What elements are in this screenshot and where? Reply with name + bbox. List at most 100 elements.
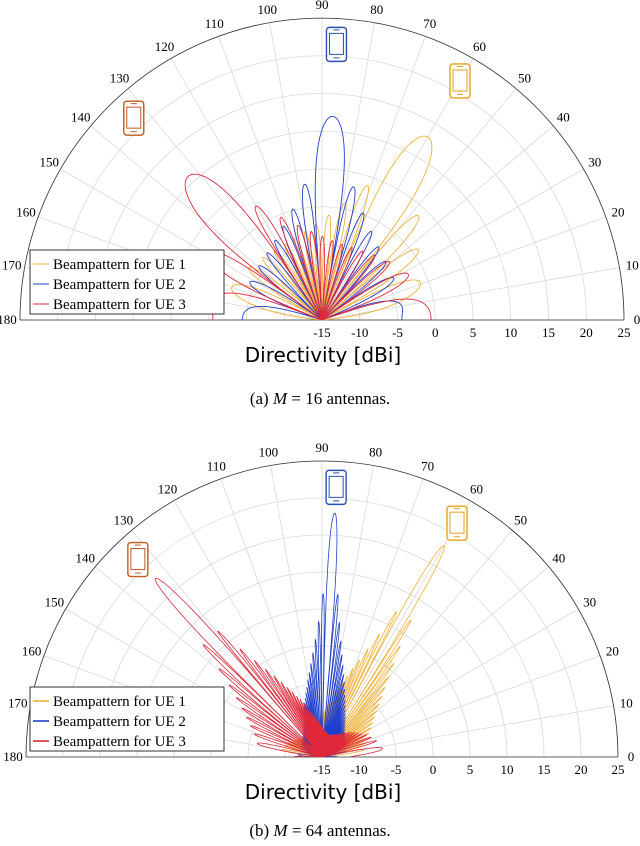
angle-tick-label: 110: [207, 459, 226, 474]
phone-body-icon: [446, 505, 468, 541]
radial-tick-label: 10: [501, 762, 514, 777]
radial-tick-label: -15: [313, 325, 330, 340]
phone-body-icon: [325, 26, 348, 63]
grid-spoke: [321, 216, 606, 321]
radial-tick-label: 10: [504, 325, 517, 340]
phone-icon: [449, 63, 471, 99]
angle-tick-label: 130: [114, 512, 134, 527]
phone-body-icon: [127, 541, 149, 578]
legend-entry: Beampattern for UE 1: [53, 257, 186, 273]
beampattern-ue-3: [154, 577, 384, 758]
angle-tick-label: 80: [369, 445, 382, 460]
radial-tick-label: 25: [618, 325, 631, 340]
angle-tick-label: 100: [258, 2, 278, 17]
grid-spoke: [321, 566, 550, 758]
angle-tick-label: 120: [158, 481, 178, 496]
angle-tick-label: 20: [612, 204, 625, 219]
angle-tick-label: 120: [155, 39, 175, 54]
phone-screen-icon: [126, 106, 142, 129]
radial-axis-label: Directivity [dBi]: [245, 343, 401, 367]
grid-spoke: [321, 500, 471, 758]
angle-tick-label: 110: [205, 16, 224, 31]
phone-icon: [446, 505, 468, 541]
grid-spoke: [321, 125, 554, 321]
angle-tick-label: 160: [16, 204, 36, 219]
phone-screen-icon: [449, 511, 465, 534]
angle-tick-label: 60: [470, 481, 483, 496]
angle-tick-label: 50: [514, 512, 527, 527]
legend: Beampattern for UE 1 Beampattern for UE 2…: [29, 686, 225, 752]
radial-tick-label: 25: [612, 762, 625, 777]
angle-tick-label: 100: [259, 445, 279, 460]
angle-tick-label: 70: [423, 16, 436, 31]
angle-tick-label: 80: [370, 2, 383, 17]
radial-tick-label: 20: [575, 762, 588, 777]
grid-spoke: [321, 267, 620, 321]
grid-spoke: [60, 168, 323, 321]
angle-tick-label: 40: [552, 550, 565, 565]
legend-entry: Beampattern for UE 3: [53, 297, 186, 313]
angle-tick-label: 160: [22, 643, 42, 658]
grid-spoke: [321, 655, 601, 758]
grid-spoke: [321, 88, 517, 321]
legend: Beampattern for UE 1 Beampattern for UE 2…: [29, 249, 225, 315]
angle-tick-label: 0: [628, 749, 635, 764]
phone-body-icon: [325, 469, 347, 506]
outer-arc: [25, 460, 619, 758]
beampattern-ue-1: [231, 135, 433, 321]
phone-icon: [123, 100, 145, 136]
angle-tick-label: 130: [110, 71, 130, 86]
grid-spoke: [321, 529, 513, 758]
radial-tick-label: -5: [391, 762, 402, 777]
outer-arc: [19, 17, 625, 321]
phone-screen-icon: [328, 475, 344, 498]
legend-entry: Beampattern for UE 2: [53, 714, 186, 730]
angle-tick-label: 140: [76, 550, 96, 565]
angle-tick-label: 30: [583, 595, 596, 610]
phone-icon: [127, 541, 149, 578]
beampattern-ue-2: [241, 115, 404, 321]
beampattern-curves: [154, 512, 445, 758]
angle-tick-label: 20: [606, 643, 619, 658]
phone-screen-icon: [452, 69, 468, 92]
grid-spoke: [321, 58, 474, 321]
angle-tick-label: 50: [518, 71, 531, 86]
radial-tick-label: -5: [392, 325, 403, 340]
phone-screen-icon: [328, 32, 344, 55]
angle-tick-label: 10: [626, 257, 639, 272]
radial-axis-label: Directivity [dBi]: [245, 780, 401, 804]
phone-body-icon: [449, 63, 471, 99]
phone-icon: [325, 469, 347, 506]
legend-box: [29, 249, 225, 315]
legend-entry: Beampattern for UE 2: [53, 277, 186, 293]
radial-tick-label: -10: [351, 325, 368, 340]
angle-tick-label: 0: [634, 312, 640, 327]
angle-tick-label: 180: [0, 312, 17, 327]
legend-box: [29, 686, 225, 752]
polar-chart-a: 0102030405060708090100110120130140150160…: [0, 0, 640, 408]
angle-tick-label: 150: [39, 155, 59, 170]
radial-tick-label: 0: [432, 325, 439, 340]
angle-tick-label: 70: [421, 459, 434, 474]
angle-tick-label: 150: [45, 595, 65, 610]
angle-tick-label: 170: [2, 257, 22, 272]
radial-tick-label: -10: [350, 762, 367, 777]
angle-tick-label: 40: [557, 110, 570, 125]
angle-tick-label: 60: [473, 39, 486, 54]
radial-tick-label: 5: [470, 325, 477, 340]
angle-tick-label: 140: [71, 110, 91, 125]
radial-tick-label: 15: [542, 325, 555, 340]
subfigure-caption: (b) M = 64 antennas.: [249, 821, 390, 840]
phone-body-icon: [123, 100, 145, 136]
legend-entry: Beampattern for UE 1: [53, 694, 186, 710]
subfigure-caption: (a) M = 16 antennas.: [250, 389, 390, 408]
grid-spoke: [170, 58, 323, 321]
radial-tick-label: 20: [580, 325, 593, 340]
radial-tick-label: 5: [467, 762, 474, 777]
radial-tick-label: 0: [430, 762, 437, 777]
grid-spoke: [94, 566, 323, 758]
legend-entry: Beampattern for UE 3: [53, 734, 186, 750]
radial-tick-label: -15: [313, 762, 330, 777]
phone-screen-icon: [130, 548, 146, 571]
